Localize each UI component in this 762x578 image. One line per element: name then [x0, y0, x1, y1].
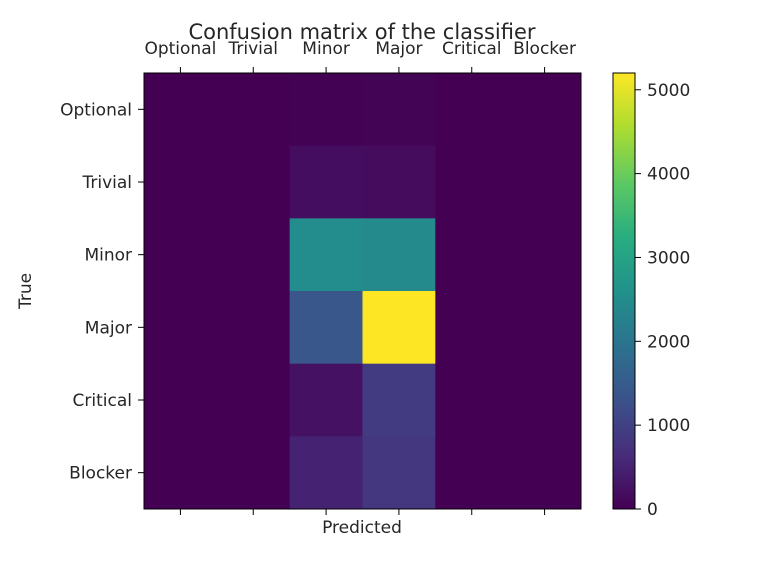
x-tick-label: Blocker — [513, 39, 576, 59]
x-tick-labels: Optional Trivial Minor Major Critical Blocker — [144, 39, 576, 59]
heatmap-cell-critical-critical — [435, 363, 509, 437]
heatmap-cell-minor-blocker — [508, 218, 582, 292]
y-tick-label: Critical — [73, 391, 132, 411]
heatmap-cell-critical-blocker — [508, 363, 582, 437]
heatmap-cell-minor-trivial — [216, 218, 291, 292]
heatmap-cell-trivial-trivial — [216, 145, 291, 219]
heatmap-cell-optional-major — [362, 73, 436, 147]
heatmap-cell-critical-major — [362, 363, 436, 437]
x-tick-label: Major — [375, 39, 422, 59]
heatmap-cells — [144, 73, 582, 510]
heatmap-cell-minor-critical — [435, 218, 509, 292]
y-axis-label: True — [16, 273, 36, 310]
x-tick-label: Trivial — [227, 39, 278, 59]
y-tick-label: Minor — [84, 246, 132, 266]
colorbar-tick-label: 5000 — [647, 81, 690, 101]
heatmap-cell-critical-optional — [144, 363, 218, 437]
heatmap-cell-optional-blocker — [508, 73, 582, 147]
colorbar-tick-label: 3000 — [647, 248, 690, 268]
heatmap-cell-optional-optional — [144, 73, 218, 147]
heatmap-cell-blocker-minor — [289, 436, 363, 510]
x-axis-label: Predicted — [322, 518, 402, 538]
heatmap-cell-blocker-trivial — [216, 436, 291, 510]
x-tick-label: Minor — [302, 39, 350, 59]
chart-title: Confusion matrix of the classifier — [188, 20, 535, 44]
heatmap-cell-major-trivial — [216, 291, 291, 365]
colorbar-ticks: 0 1000 2000 3000 4000 5000 — [635, 81, 690, 520]
y-tick-labels: Optional Trivial Minor Major Critical Blocker — [60, 100, 132, 483]
y-tick-label: Major — [85, 318, 132, 338]
heatmap-cell-optional-trivial — [216, 73, 291, 147]
heatmap-cell-critical-trivial — [216, 363, 291, 437]
heatmap-cell-blocker-critical — [435, 436, 509, 510]
y-tick-label: Blocker — [69, 464, 132, 484]
heatmap-cell-minor-minor — [289, 218, 363, 292]
colorbar-tick-label: 2000 — [647, 332, 690, 352]
plot-frame — [143, 72, 582, 510]
heatmap-cell-major-blocker — [508, 291, 582, 365]
y-tick-marks — [138, 108, 144, 474]
heatmap-cell-trivial-critical — [435, 145, 509, 219]
heatmap-cell-blocker-optional — [144, 436, 218, 510]
x-tick-marks-bottom — [179, 509, 546, 515]
heatmap-cell-trivial-minor — [289, 145, 363, 219]
x-tick-marks-top — [179, 67, 546, 73]
x-tick-label: Critical — [442, 39, 501, 59]
heatmap-cell-optional-critical — [435, 73, 509, 147]
heatmap-cell-trivial-blocker — [508, 145, 582, 219]
heatmap-cell-minor-optional — [144, 218, 218, 292]
heatmap-cell-optional-minor — [289, 73, 363, 147]
heatmap-cell-major-minor — [289, 291, 363, 365]
heatmap-cell-minor-major — [362, 218, 436, 292]
heatmap-cell-trivial-major — [362, 145, 436, 219]
y-tick-label: Optional — [60, 100, 132, 120]
heatmap-cell-trivial-optional — [144, 145, 218, 219]
heatmap-cell-critical-minor — [289, 363, 363, 437]
heatmap-cell-major-major — [362, 291, 436, 365]
colorbar-tick-label: 1000 — [647, 416, 690, 436]
heatmap-cell-blocker-major — [362, 436, 436, 510]
heatmap-cell-major-optional — [144, 291, 218, 365]
colorbar — [612, 72, 636, 510]
x-tick-label: Optional — [144, 39, 216, 59]
heatmap-cell-blocker-blocker — [508, 436, 582, 510]
y-tick-label: Trivial — [81, 173, 132, 193]
colorbar-tick-label: 4000 — [647, 165, 690, 185]
heatmap-cell-major-critical — [435, 291, 509, 365]
colorbar-tick-label: 0 — [647, 500, 658, 520]
